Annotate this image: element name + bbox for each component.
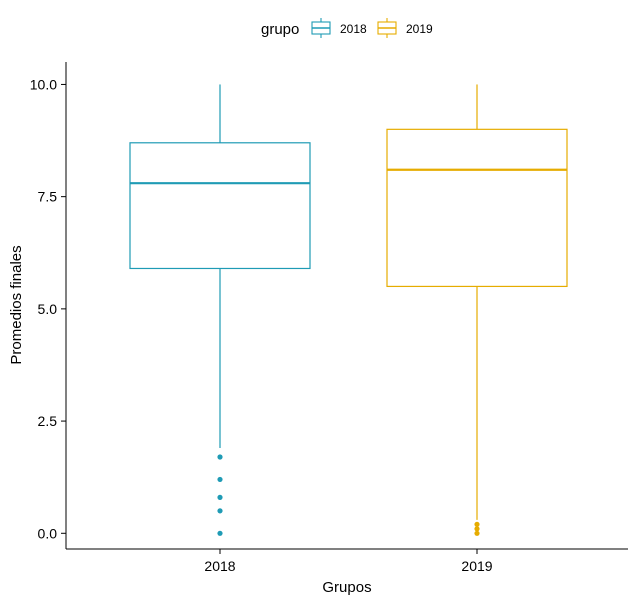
y-tick-label: 5.0 xyxy=(38,301,58,317)
outlier-point xyxy=(474,530,480,536)
plot-area: 0.0 2.5 5.0 7.5 10.0 2018 2019 xyxy=(30,62,628,574)
x-tick-label: 2019 xyxy=(461,558,492,574)
outlier-point xyxy=(217,508,223,514)
box-series-2019 xyxy=(386,84,568,536)
y-axis-ticks: 0.0 2.5 5.0 7.5 10.0 xyxy=(30,76,66,541)
legend-label: 2019 xyxy=(406,22,433,36)
legend-entries: 2018 2019 xyxy=(311,18,433,38)
outlier-point xyxy=(217,494,223,500)
box-series-2018 xyxy=(129,84,311,536)
outlier-point xyxy=(217,476,223,483)
box-body xyxy=(129,142,311,270)
y-axis-title: Promedios finales xyxy=(8,245,25,364)
y-tick-label: 2.5 xyxy=(38,413,58,429)
x-axis-ticks: 2018 2019 xyxy=(204,549,493,574)
box-body xyxy=(386,128,568,288)
legend-title: grupo xyxy=(261,21,299,38)
legend: grupo 2018 2019 xyxy=(261,18,433,38)
y-tick-label: 7.5 xyxy=(38,189,58,205)
x-tick-label: 2018 xyxy=(204,558,235,574)
outlier-point xyxy=(217,530,223,536)
legend-label: 2018 xyxy=(340,22,367,36)
legend-entry-2019: 2019 xyxy=(377,18,433,38)
y-tick-label: 10.0 xyxy=(30,76,57,92)
outlier-point xyxy=(474,521,480,527)
x-axis-title: Grupos xyxy=(322,579,371,596)
legend-entry-2018: 2018 xyxy=(311,18,367,38)
boxplot-series xyxy=(129,84,568,536)
y-tick-label: 0.0 xyxy=(38,525,58,541)
outlier-point xyxy=(474,526,480,532)
outlier-point xyxy=(217,454,223,460)
